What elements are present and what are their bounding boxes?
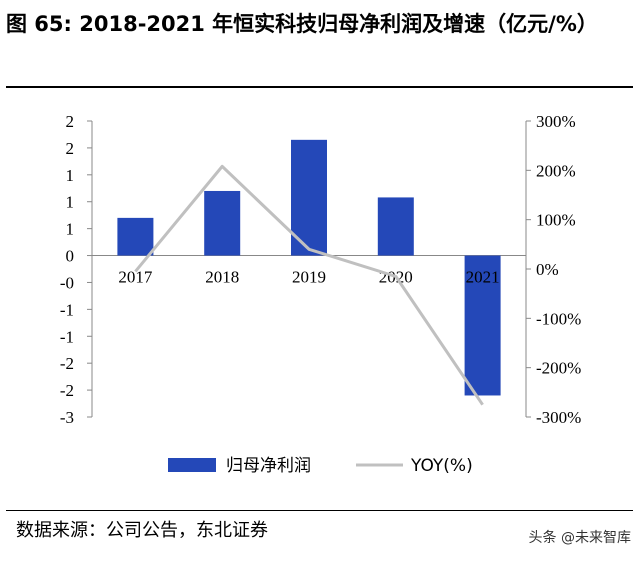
right-tick-label: 100% bbox=[536, 211, 576, 230]
left-tick-label: -1 bbox=[60, 327, 74, 346]
watermark: 头条 @未来智库 bbox=[528, 530, 631, 546]
figure-title: 图 65: 2018-2021 年恒实科技归母净利润及增速（亿元/%） bbox=[6, 12, 598, 36]
left-tick-label: 1 bbox=[66, 220, 75, 239]
right-tick-label: -300% bbox=[536, 408, 581, 427]
left-tick-label: -0 bbox=[60, 273, 74, 292]
legend-line-label: YOY(%) bbox=[410, 456, 473, 476]
left-tick-label: -1 bbox=[60, 300, 74, 319]
legend-bar-swatch bbox=[168, 458, 216, 472]
category-label: 2017 bbox=[118, 268, 153, 287]
category-label: 2019 bbox=[292, 268, 326, 287]
left-tick-label: -2 bbox=[60, 354, 74, 373]
bar-2020 bbox=[377, 197, 414, 256]
bar-2021 bbox=[464, 255, 501, 396]
right-tick-label: 200% bbox=[536, 161, 576, 180]
left-tick-label: 1 bbox=[66, 193, 75, 212]
left-tick-label: 1 bbox=[66, 166, 75, 185]
left-tick-label: -3 bbox=[60, 408, 74, 427]
right-tick-label: 300% bbox=[536, 112, 576, 131]
bar-2018 bbox=[204, 190, 241, 256]
left-tick-label: 2 bbox=[66, 139, 75, 158]
bar-2017 bbox=[117, 217, 154, 256]
right-tick-label: 0% bbox=[536, 260, 559, 279]
left-tick-label: 2 bbox=[66, 112, 75, 131]
left-tick-label: -2 bbox=[60, 381, 74, 400]
right-tick-label: -200% bbox=[536, 359, 581, 378]
source-note: 数据来源：公司公告，东北证券 bbox=[16, 520, 268, 541]
source-divider bbox=[6, 510, 633, 511]
right-tick-label: -100% bbox=[536, 309, 581, 328]
left-tick-label: 0 bbox=[66, 247, 75, 266]
category-label: 2018 bbox=[205, 268, 239, 287]
category-label: 2021 bbox=[466, 268, 500, 287]
title-divider bbox=[6, 86, 633, 88]
legend-bar-label: 归母净利润 bbox=[226, 456, 311, 476]
